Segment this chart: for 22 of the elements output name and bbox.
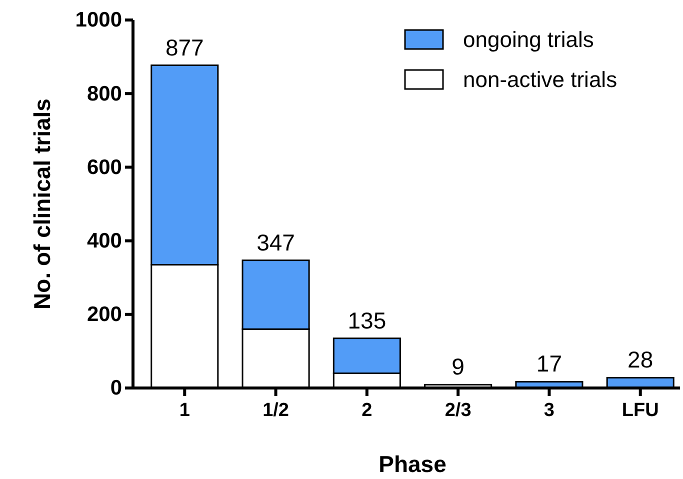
x-tick-label: 1: [179, 400, 190, 422]
total-label: 877: [165, 34, 204, 60]
x-tick-label: 1/2: [262, 400, 289, 422]
y-axis-title: No. of clinical trials: [29, 98, 55, 310]
y-tick-label: 200: [86, 303, 122, 326]
y-tick-label: 0: [110, 376, 122, 400]
total-label: 135: [348, 307, 386, 334]
y-tick-label: 600: [86, 156, 122, 179]
x-axis-title: Phase: [378, 451, 446, 477]
x-tick-label: 2: [362, 400, 372, 422]
total-label: 28: [628, 346, 654, 373]
legend-label: non-active trials: [463, 67, 618, 92]
y-tick-label: 800: [86, 82, 122, 106]
y-tick-label: 400: [86, 230, 122, 253]
y-tick-label: 1000: [75, 8, 122, 32]
total-label: 347: [256, 229, 295, 256]
total-label: 9: [452, 354, 464, 380]
legend-label: ongoing trials: [463, 27, 594, 52]
x-tick-label: 2/3: [444, 400, 472, 422]
total-label: 17: [536, 350, 562, 377]
x-tick-label: LFU: [622, 400, 659, 422]
x-tick-label: 3: [544, 400, 554, 422]
